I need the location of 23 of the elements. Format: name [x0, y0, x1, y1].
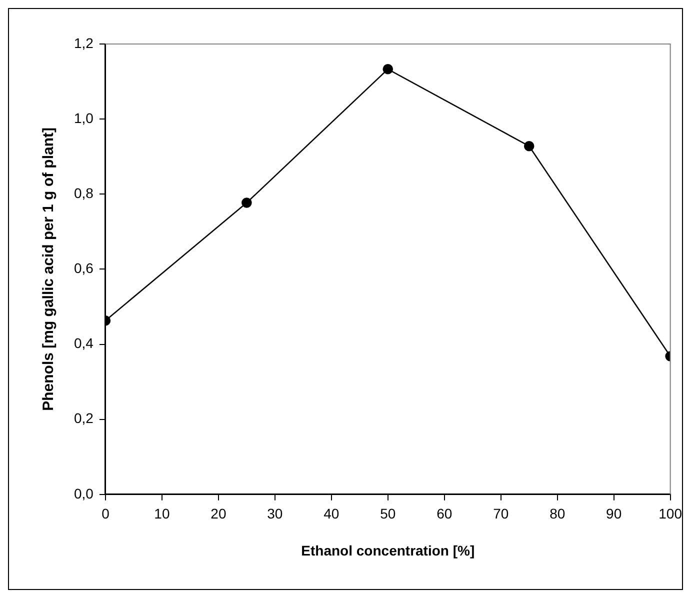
x-tick-label: 90 [606, 506, 622, 522]
point [242, 198, 252, 208]
y-tick-label: 0,2 [74, 410, 94, 426]
x-tick-label: 0 [102, 506, 110, 522]
y-axis-title: Phenols [mg gallic acid per 1 g of plant] [40, 128, 58, 411]
point [524, 140, 534, 152]
y-tick-label: 1,2 [74, 34, 94, 51]
y-tick-label: 0,8 [74, 184, 94, 201]
x-tick-label: 20 [210, 506, 226, 522]
x-axis-title: Ethanol concentration [%] [301, 542, 475, 558]
point [382, 64, 394, 74]
x-tick-label: 10 [154, 506, 170, 522]
y-tick-label: 0,4 [74, 335, 94, 352]
x-tick-label: 60 [436, 506, 452, 522]
y-tick-label: 1,0 [74, 110, 94, 126]
y-tick-label: 0,0 [74, 485, 94, 502]
x-tick-label: 40 [324, 506, 340, 522]
y-tick-label: 0,6 [74, 260, 94, 276]
x-tick-label: 100 [658, 506, 682, 522]
x-tick-label: 70 [493, 506, 509, 522]
x-tick-label: 80 [550, 506, 566, 522]
x-tick-label: 50 [380, 506, 396, 522]
x-tick-label: 30 [267, 506, 283, 522]
